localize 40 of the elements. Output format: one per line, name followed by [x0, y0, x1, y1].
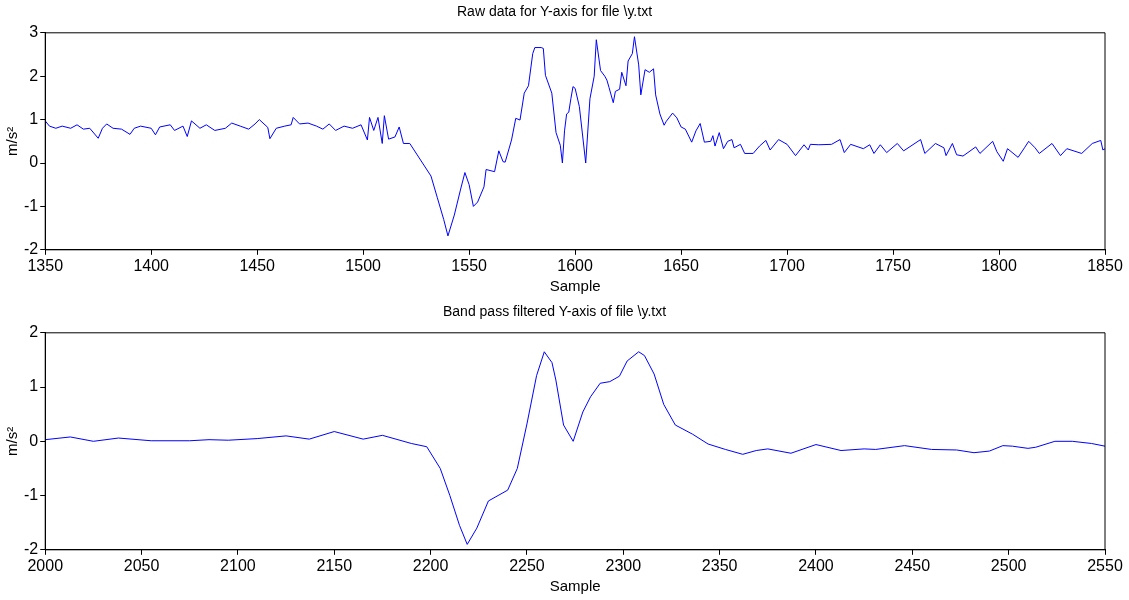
y-tick-label: -1: [23, 485, 39, 503]
x-tick-label: 2150: [316, 556, 353, 574]
y-tick-label: 0: [29, 431, 39, 449]
x-axis-title: Sample: [549, 277, 601, 295]
x-tick-label: 1350: [27, 256, 64, 274]
x-tick-label: 2000: [27, 556, 64, 574]
x-tick-label: 2200: [412, 556, 449, 574]
y-tick-label: -2: [23, 540, 39, 558]
y-tick-label: 0: [29, 153, 39, 171]
x-axis-title: Sample: [549, 577, 601, 595]
x-tick-label: 1500: [345, 256, 382, 274]
x-tick-label: 1400: [133, 256, 170, 274]
y-tick-label: 1: [29, 110, 39, 128]
x-tick-label: 2050: [123, 556, 160, 574]
y-tick-label: -1: [23, 196, 39, 214]
x-tick-label: 1850: [1087, 256, 1123, 274]
x-tick-label: 1700: [769, 256, 805, 274]
y-axis-title: m/s²: [3, 126, 21, 156]
x-tick-label: 1750: [875, 256, 911, 274]
chart-title: Band pass filtered Y-axis of file \y.txt: [442, 303, 667, 320]
y-tick-label: 2: [29, 323, 39, 341]
chart-title: Raw data for Y-axis for file \y.txt: [456, 3, 653, 20]
x-tick-label: 1800: [981, 256, 1017, 274]
x-tick-label: 2300: [605, 556, 642, 574]
x-tick-label: 1550: [451, 256, 488, 274]
x-tick-label: 2100: [220, 556, 256, 574]
x-tick-label: 1600: [557, 256, 594, 274]
y-tick-label: 3: [29, 23, 39, 41]
y-tick-label: 1: [29, 377, 39, 395]
x-tick-label: 1650: [663, 256, 699, 274]
x-tick-label: 1450: [239, 256, 276, 274]
x-tick-label: 2550: [1087, 556, 1123, 574]
y-axis-title: m/s²: [3, 426, 21, 456]
x-tick-label: 2450: [894, 556, 931, 574]
y-tick-label: -2: [23, 240, 39, 258]
x-tick-label: 2500: [990, 556, 1027, 574]
x-tick-label: 2400: [798, 556, 834, 574]
y-tick-label: 2: [29, 66, 39, 84]
x-tick-label: 2250: [509, 556, 545, 574]
x-tick-label: 2350: [701, 556, 738, 574]
